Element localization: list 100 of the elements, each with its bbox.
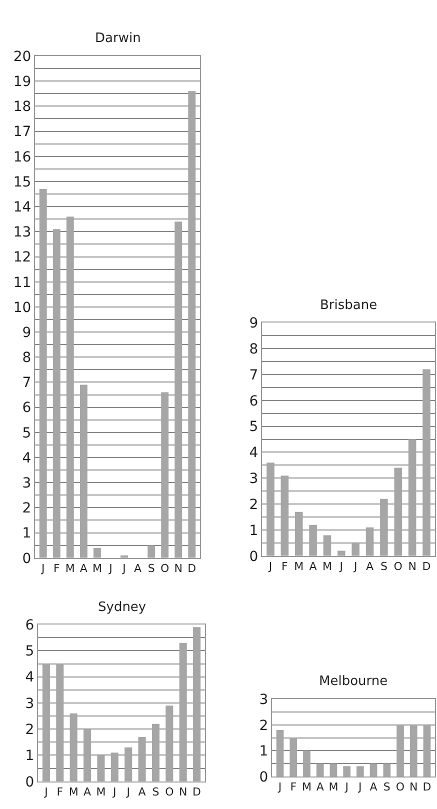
y-tick-label: 1 (22, 526, 32, 542)
bar (323, 535, 332, 556)
bar (39, 189, 47, 558)
x-tick-label: J (344, 780, 348, 794)
y-tick-label: 0 (249, 548, 258, 565)
bar (97, 755, 105, 782)
x-tick-label: D (192, 786, 202, 799)
y-tick-label: 1 (249, 522, 258, 539)
y-tick-label: 5 (25, 644, 34, 660)
bar (290, 738, 298, 776)
y-tick-label: 9 (22, 324, 32, 341)
bar (193, 627, 201, 782)
x-tick-label: D (422, 560, 431, 574)
x-tick-label: J (268, 560, 272, 574)
bar (70, 713, 78, 782)
x-tick-label: M (96, 786, 106, 799)
x-tick-label: M (322, 560, 332, 574)
y-tick-label: 2 (25, 722, 34, 738)
x-tick-label: A (80, 562, 88, 576)
x-tick-label: J (338, 560, 344, 574)
y-tick-label: 3 (22, 476, 32, 492)
bar (56, 664, 64, 782)
bar (174, 222, 182, 558)
x-tick-label: N (174, 562, 182, 576)
x-tick-label: N (178, 786, 188, 799)
x-tick-label: J (112, 786, 116, 799)
bar (330, 764, 338, 776)
y-tick-label: 19 (13, 74, 32, 90)
y-tick-label: 5 (22, 425, 32, 442)
x-tick-label: A (134, 562, 142, 576)
x-tick-label: M (328, 780, 338, 794)
x-tick-label: O (165, 786, 174, 799)
y-tick-label: 14 (13, 199, 32, 216)
x-tick-label: J (108, 562, 112, 576)
bar (366, 527, 374, 556)
bar (316, 764, 324, 776)
y-tick-label: 20 (13, 48, 32, 65)
bar (309, 524, 317, 556)
x-tick-label: J (277, 780, 282, 794)
bar (152, 724, 160, 782)
chart-title: Sydney (98, 600, 146, 615)
bar (303, 750, 310, 776)
x-tick-label: D (422, 780, 432, 794)
y-tick-label: 2 (249, 496, 258, 513)
y-tick-label: 8 (22, 350, 32, 366)
bar (138, 736, 146, 782)
x-tick-label: J (122, 562, 126, 576)
bar (423, 724, 431, 776)
bar (42, 664, 50, 782)
y-tick-label: 12 (13, 250, 32, 266)
y-tick-label: 6 (249, 393, 258, 410)
bar (422, 369, 430, 556)
bar (148, 545, 156, 558)
x-tick-label: S (380, 560, 388, 574)
y-tick-label: 3 (25, 696, 34, 712)
bar (338, 550, 346, 556)
bar (52, 229, 60, 558)
x-tick-label: A (370, 780, 378, 794)
bar (396, 724, 404, 776)
x-tick-label: J (358, 780, 362, 794)
y-tick-label: 0 (22, 550, 32, 567)
bar (276, 730, 284, 776)
x-tick-label: M (294, 560, 304, 574)
y-tick-label: 13 (13, 224, 32, 241)
bar (179, 642, 187, 782)
y-tick-label: 3 (259, 692, 268, 708)
y-tick-label: 1 (259, 744, 268, 760)
x-tick-label: F (282, 560, 288, 574)
y-tick-label: 0 (259, 769, 268, 786)
x-tick-label: D (188, 562, 196, 576)
y-tick-label: 10 (13, 300, 32, 316)
x-tick-label: O (394, 560, 403, 574)
x-tick-label: J (352, 560, 358, 574)
y-tick-label: 7 (249, 367, 258, 384)
x-tick-label: F (53, 562, 60, 576)
x-tick-label: F (290, 780, 297, 794)
chart-title: Melbourne (319, 674, 388, 689)
bar (294, 512, 303, 556)
y-tick-label: 11 (13, 274, 32, 291)
bar (166, 706, 174, 782)
y-tick-label: 3 (249, 471, 258, 488)
y-tick-label: 0 (25, 774, 34, 790)
x-tick-label: J (40, 562, 45, 576)
y-tick-label: 4 (22, 450, 32, 466)
bar (266, 462, 274, 556)
x-tick-label: A (138, 786, 146, 799)
x-tick-label: M (302, 780, 312, 794)
y-tick-label: 18 (13, 99, 32, 116)
y-tick-label: 15 (13, 174, 32, 190)
bar (370, 764, 378, 776)
bar (188, 91, 196, 558)
y-tick-label: 9 (249, 316, 258, 332)
bar (80, 384, 88, 558)
x-tick-label: S (383, 780, 390, 794)
chart-title: Brisbane (320, 298, 378, 313)
bar (394, 468, 402, 556)
bar (93, 548, 101, 558)
x-tick-label: M (92, 562, 102, 576)
x-tick-label: S (148, 562, 155, 576)
x-tick-label: A (84, 786, 92, 799)
